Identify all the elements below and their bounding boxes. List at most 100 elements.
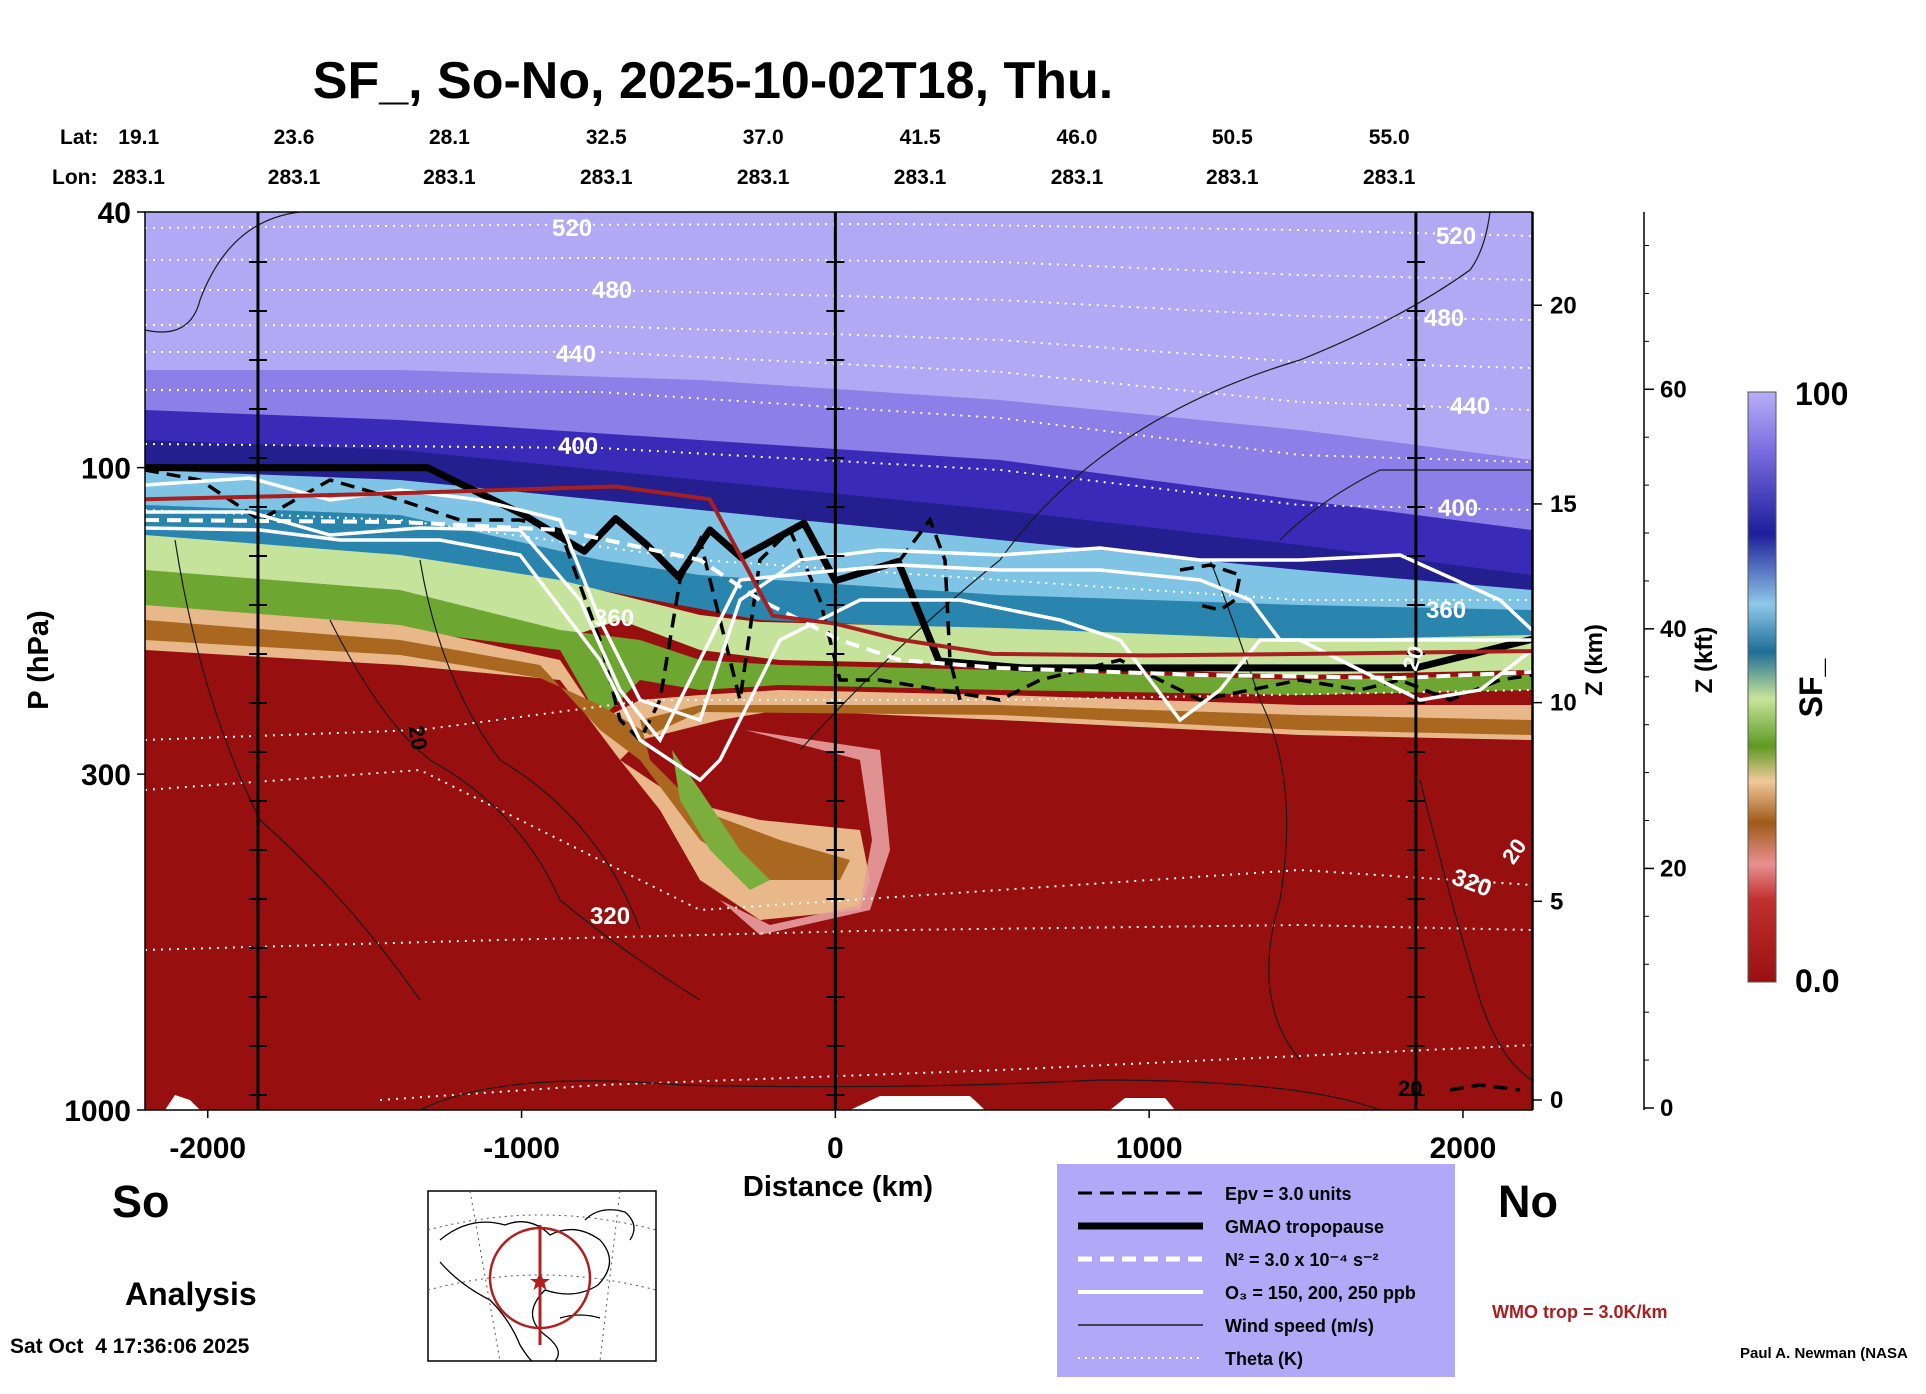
x-tick-label: 2000 (1430, 1132, 1497, 1165)
x-axis-label: Distance (km) (743, 1171, 933, 1203)
lat-lon-header: 19.1 283.1 23.6 283.1 28.1 283.1 32.5 283.1 37.0… (112, 126, 1415, 189)
ozone-line-150 (145, 476, 1532, 723)
lon-value: 283.1 (268, 166, 321, 189)
field-band-green (145, 570, 1532, 720)
lon-value: 283.1 (423, 166, 476, 189)
lon-value: 283.1 (894, 166, 947, 189)
legend: Epv = 3.0 units GMAO tropopause N² = 3.0 x… (1078, 1184, 1416, 1369)
theta-line-480 (145, 289, 1532, 321)
lat-value: 28.1 (429, 126, 470, 149)
inset-map (427, 1190, 657, 1362)
legend-label: N² = 3.0 x 10⁻⁴ s⁻² (1225, 1250, 1378, 1270)
theta-labels: 520 480 440 400 360 320 520 480 440 400 … (552, 215, 1495, 930)
lon-value: 283.1 (737, 166, 790, 189)
wind-line-5 (799, 212, 1491, 751)
lat-value: 55.0 (1369, 126, 1410, 149)
colorbar-min: 0.0 (1795, 963, 1839, 999)
south-label: So (112, 1176, 170, 1227)
epv-contours (145, 468, 1532, 1092)
inset-center-star (530, 1272, 550, 1290)
theta-label: 480 (1424, 305, 1464, 332)
lat-value: 41.5 (900, 126, 941, 149)
z-km-tick-label: 20 (1550, 292, 1577, 319)
axes: -2000 -1000 0 1000 2000 40 100 300 1000 0 5 10 15 20 0… (64, 197, 1686, 1165)
x-tick-label: -1000 (483, 1132, 560, 1165)
y-tick-label: 300 (81, 759, 131, 792)
x-tick-label: 1000 (1116, 1132, 1183, 1165)
x-tick-label: -2000 (169, 1132, 246, 1165)
wind-line-3 (329, 619, 701, 1001)
lon-value: 283.1 (1206, 166, 1259, 189)
inset-map-frame (427, 1190, 657, 1362)
y-tick-label: 100 (81, 453, 131, 486)
wmo-legend-label: WMO trop = 3.0K/km (1492, 1302, 1668, 1322)
wind-contours (145, 212, 1532, 1110)
lat-value: 32.5 (586, 126, 627, 149)
legend-label: Epv = 3.0 units (1225, 1184, 1352, 1204)
epv-line-loop-1 (898, 516, 962, 701)
wind-line-9 (1279, 469, 1532, 541)
theta-label: 360 (594, 605, 634, 632)
timestamp: Sat Oct 4 17:36:06 2025 (10, 1335, 250, 1358)
legend-label: O₃ = 150, 200, 250 ppb (1225, 1283, 1416, 1303)
theta-label: 360 (1426, 597, 1466, 624)
epv-line-loop-2 (1179, 563, 1243, 612)
theta-label: 400 (558, 433, 598, 460)
y-axis-label: P (hPa) (23, 610, 55, 709)
lon-value: 283.1 (1051, 166, 1104, 189)
z-km-tick-label: 15 (1550, 491, 1577, 518)
wind-label: 20 (403, 723, 432, 751)
colorbar (1747, 391, 1777, 983)
y-tick-label: 40 (98, 197, 131, 230)
colorbar-max: 100 (1795, 376, 1848, 412)
theta-line-500 (145, 256, 1532, 281)
lon-value: 283.1 (580, 166, 633, 189)
plot-area (145, 212, 1532, 1110)
z-kft-tick-label: 0 (1660, 1095, 1673, 1122)
north-label: No (1498, 1176, 1558, 1227)
lon-value: 283.1 (1363, 166, 1416, 189)
analysis-label: Analysis (125, 1276, 257, 1312)
field-surface-blob-1 (165, 1095, 200, 1110)
field-fold-green (672, 750, 770, 890)
theta-line-460 (145, 324, 1532, 369)
ozone-line-250 (145, 526, 1532, 783)
lon-value: 283.1 (112, 166, 165, 189)
ozone-contours (145, 476, 1532, 783)
z-kft-tick-label: 40 (1660, 616, 1687, 643)
lat-prefix: Lat: (60, 126, 99, 149)
theta-label: 480 (592, 277, 632, 304)
lon-prefix: Lon: (52, 166, 97, 189)
theta-label: 400 (1438, 495, 1478, 522)
z-kft-tick-label: 60 (1660, 376, 1687, 403)
credit: Paul A. Newman (NASA (1740, 1345, 1908, 1362)
z-km-tick-label: 10 (1550, 690, 1577, 717)
lat-value: 46.0 (1057, 126, 1098, 149)
lat-value: 37.0 (743, 126, 784, 149)
z-kft-tick-label: 20 (1660, 855, 1687, 882)
plot-frame (144, 211, 1533, 1111)
z-km-tick-label: 5 (1550, 888, 1563, 915)
wind-line-7 (1419, 779, 1532, 1081)
wind-line-6 (1209, 559, 1301, 1061)
theta-contours (145, 222, 1532, 1101)
epv-line-main (145, 468, 1532, 743)
lat-value: 19.1 (118, 126, 159, 149)
theta-label: 440 (556, 341, 596, 368)
chart-title: SF_, So-No, 2025-10-02T18, Thu. (313, 52, 1113, 110)
field-surface-blob-3 (1110, 1098, 1175, 1110)
legend-box (1057, 1164, 1455, 1377)
y-tick-label: 1000 (64, 1095, 131, 1128)
wind-label: 20 (1398, 1076, 1422, 1101)
field-surface-blob-2 (850, 1096, 985, 1110)
x-tick-label: 0 (827, 1132, 844, 1165)
wind-line-8 (419, 1079, 1381, 1110)
wind-line-4 (419, 559, 641, 931)
legend-label: Wind speed (m/s) (1225, 1316, 1374, 1336)
reference-verticals (248, 212, 1425, 1110)
field-fold-pink (720, 730, 890, 935)
field-band-brown (145, 620, 1532, 880)
legend-label: Theta (K) (1225, 1349, 1303, 1369)
z-km-label: Z (km) (1581, 624, 1608, 696)
